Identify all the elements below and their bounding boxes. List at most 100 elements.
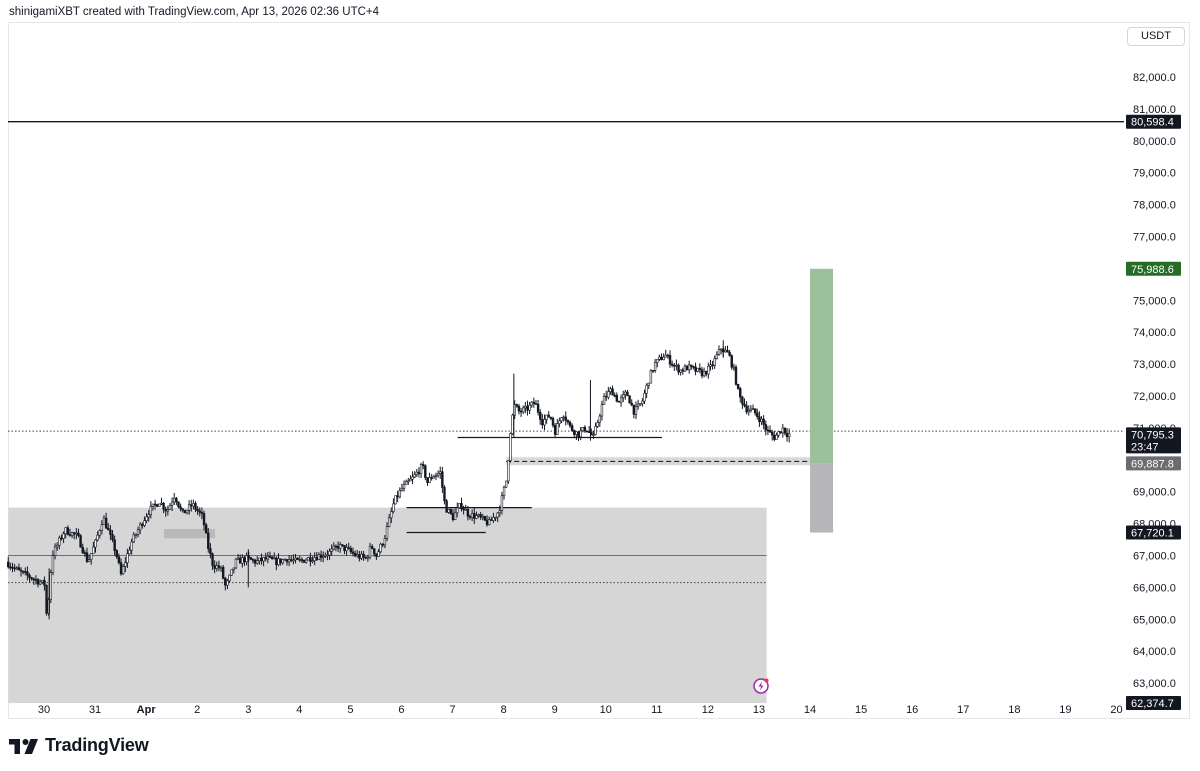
candle-body xyxy=(634,406,638,415)
candle-body xyxy=(104,517,108,529)
candle-body xyxy=(604,395,608,398)
candle-body xyxy=(732,366,736,369)
candle-body xyxy=(145,516,148,522)
candle-body xyxy=(147,514,150,518)
candle-body xyxy=(96,534,99,541)
candle-body xyxy=(36,579,40,585)
candle-body xyxy=(568,421,572,426)
candle-body xyxy=(460,503,463,510)
candle-body xyxy=(11,566,14,569)
candle-body xyxy=(462,508,465,511)
currency-selector[interactable]: USDT xyxy=(1127,27,1185,46)
candle-body xyxy=(632,404,636,415)
candle-body xyxy=(113,539,116,551)
candle-body xyxy=(745,405,748,413)
candle-body xyxy=(645,384,648,394)
candle-body xyxy=(541,419,544,426)
price-badge xyxy=(1126,696,1181,711)
candle-body xyxy=(583,426,587,432)
candle-body xyxy=(658,356,661,360)
candle-body xyxy=(479,514,482,518)
candle-body xyxy=(511,414,514,435)
candle-body xyxy=(226,580,229,586)
candle-body xyxy=(421,464,425,467)
candle-body xyxy=(453,512,457,521)
candle-body xyxy=(517,405,521,412)
lightning-replay-icon[interactable] xyxy=(753,678,769,694)
candle-body xyxy=(647,382,650,386)
candle-body xyxy=(309,557,312,562)
candle-body xyxy=(383,538,387,546)
candle-body xyxy=(117,556,121,563)
candle-body xyxy=(330,548,333,552)
y-axis-tick-label: 81,000.0 xyxy=(1133,104,1176,116)
candle-body xyxy=(494,516,497,519)
candle-body xyxy=(653,362,657,371)
candle-body xyxy=(270,556,274,560)
candle-body xyxy=(670,363,674,366)
y-axis-tick-label: 74,000.0 xyxy=(1133,327,1176,339)
candle-body xyxy=(613,394,616,397)
candle-body xyxy=(345,547,348,552)
candle-body xyxy=(385,526,389,539)
position-profit-area[interactable] xyxy=(810,268,834,464)
candle-body xyxy=(470,513,474,518)
candle-body xyxy=(464,509,467,511)
y-axis-tick-label: 73,000.0 xyxy=(1133,359,1176,371)
candle-body xyxy=(577,431,580,438)
candle-body xyxy=(787,433,791,438)
candle-body xyxy=(294,557,297,561)
candle-body xyxy=(596,422,599,427)
x-axis-tick-label: 20 xyxy=(1110,704,1122,716)
candle-body xyxy=(373,548,376,555)
candle-body xyxy=(707,366,710,375)
x-axis-tick-label: 17 xyxy=(957,704,969,716)
candle-body xyxy=(215,565,218,569)
candle-body xyxy=(668,355,672,365)
candle-body xyxy=(285,559,289,563)
x-axis-tick-label: 5 xyxy=(347,704,353,716)
entry-band[interactable] xyxy=(506,457,821,466)
candle-body xyxy=(266,556,270,560)
candle-body xyxy=(428,477,431,483)
candle-body xyxy=(439,471,442,474)
x-axis-tick-label: 7 xyxy=(449,704,455,716)
price-badge-label: 67,720.1 xyxy=(1131,528,1174,540)
candle-body xyxy=(602,395,606,405)
candle-body xyxy=(162,502,165,510)
candle-body xyxy=(615,394,619,402)
mini-block[interactable] xyxy=(164,529,216,539)
candle-body xyxy=(351,551,355,554)
candle-body xyxy=(366,556,370,559)
candle-body xyxy=(341,544,344,546)
candle-body xyxy=(58,537,61,546)
candle-body xyxy=(694,366,697,372)
candle-body xyxy=(68,534,72,536)
candle-body xyxy=(234,558,238,569)
candle-body xyxy=(260,557,263,562)
candle-body xyxy=(683,365,687,372)
price-badge-label: 80,598.4 xyxy=(1131,117,1174,129)
y-axis-tick-label: 66,000.0 xyxy=(1133,582,1176,594)
candle-body xyxy=(304,559,308,563)
candle-body xyxy=(173,497,176,503)
x-axis-tick-label: 9 xyxy=(552,704,558,716)
candle-body xyxy=(509,433,512,461)
candle-body xyxy=(711,364,714,367)
candle-body xyxy=(251,559,255,561)
candle-body xyxy=(649,369,653,384)
candle-body xyxy=(28,574,31,578)
candle-body xyxy=(166,509,170,512)
candle-body xyxy=(458,503,461,509)
candle-body xyxy=(87,559,91,562)
x-axis-tick-label: 19 xyxy=(1059,704,1071,716)
candle-body xyxy=(666,354,670,357)
candle-body xyxy=(377,551,380,557)
candle-body xyxy=(519,410,523,413)
candle-body xyxy=(441,471,444,488)
candle-body xyxy=(485,519,489,526)
candle-body xyxy=(85,552,89,562)
position-stop-area[interactable] xyxy=(810,463,834,533)
candle-body xyxy=(617,400,621,403)
